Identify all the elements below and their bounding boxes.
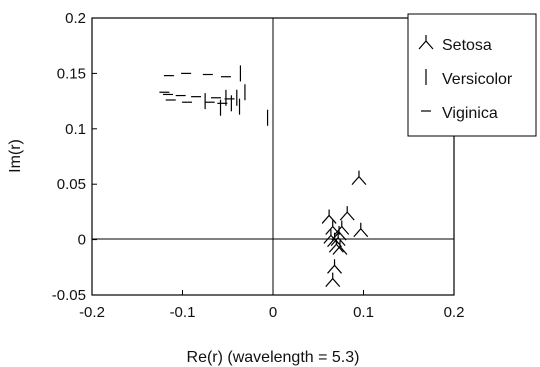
x-tick-label: -0.1 <box>170 304 196 321</box>
legend-label-setosa: Setosa <box>442 37 492 54</box>
x-tick-label: -0.2 <box>79 304 105 321</box>
point-setosa <box>332 240 348 255</box>
point-setosa <box>353 222 369 238</box>
legend-box <box>407 13 537 137</box>
point-setosa <box>330 231 346 246</box>
y-tick-label: 0.2 <box>65 10 86 27</box>
point-setosa <box>328 238 344 253</box>
legend: Setosa Versicolor Viginica <box>407 13 537 137</box>
legend-label-versicolor: Versicolor <box>442 71 513 88</box>
y-axis-ticks: -0.05 0 0.05 0.1 0.15 0.2 <box>52 10 97 304</box>
x-tick-label: 0 <box>269 304 277 321</box>
point-setosa <box>334 220 350 235</box>
data-points <box>159 65 369 287</box>
y-tick-label: 0 <box>78 232 86 249</box>
legend-marker-setosa <box>418 35 434 50</box>
x-axis-title: Re(r) (wavelength = 5.3) <box>187 349 360 366</box>
x-tick-label: 0.2 <box>444 304 465 321</box>
x-axis-ticks: -0.2 -0.1 0 0.1 0.2 <box>79 290 464 321</box>
y-tick-label: 0.15 <box>57 65 86 82</box>
y-tick-label: -0.05 <box>52 287 86 304</box>
point-setosa <box>327 259 342 274</box>
y-tick-label: 0.05 <box>57 176 86 193</box>
y-tick-label: 0.1 <box>65 121 86 138</box>
point-setosa <box>325 272 341 287</box>
point-setosa <box>321 209 337 224</box>
point-setosa <box>351 170 367 186</box>
y-axis-title: Im(r) <box>7 139 24 173</box>
point-setosa <box>339 206 355 221</box>
x-tick-label: 0.1 <box>353 304 374 321</box>
legend-label-viginica: Viginica <box>442 105 498 122</box>
